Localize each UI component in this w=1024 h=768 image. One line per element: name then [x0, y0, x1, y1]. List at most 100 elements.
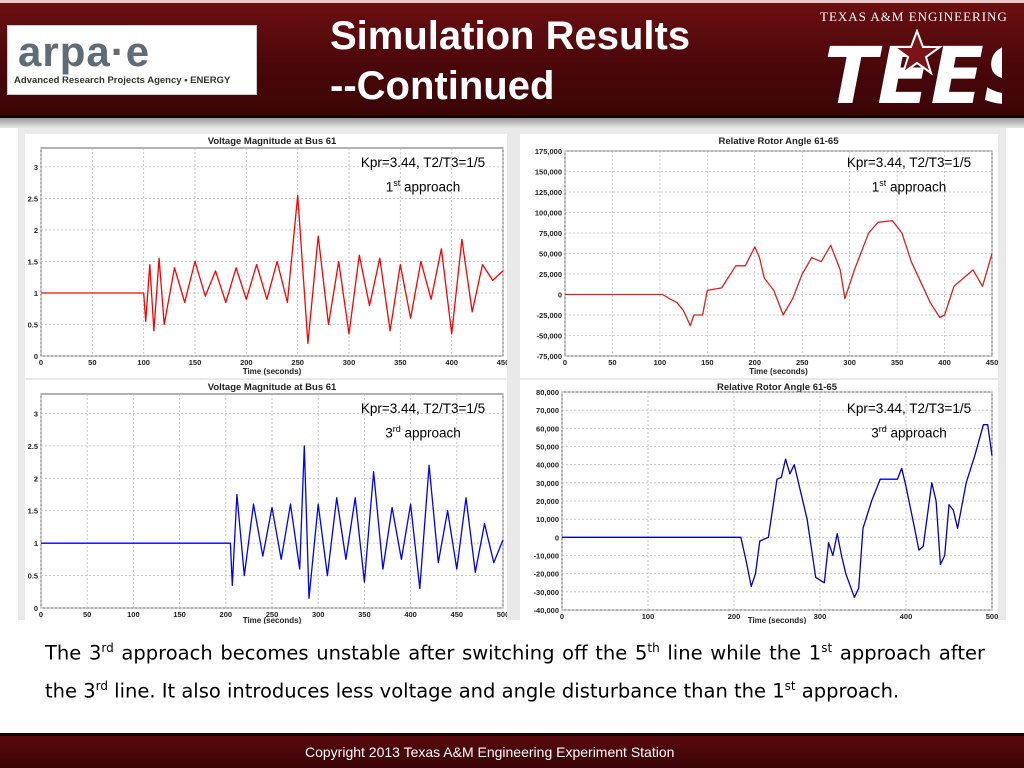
x-tick-label: 50	[88, 358, 96, 367]
x-tick-label: 100	[137, 358, 150, 367]
x-tick-label: 350	[358, 610, 371, 619]
y-tick-label: 0	[34, 604, 38, 613]
series-line	[41, 445, 504, 599]
y-tick-label: 50,000	[539, 250, 562, 259]
annotation-params: Kpr=3.44, T2/T3=1/5	[846, 401, 972, 416]
chart-title: Voltage Magnitude at Bus 61	[208, 382, 337, 393]
x-tick-label: 150	[189, 358, 202, 367]
y-tick-label: -75,000	[537, 352, 562, 361]
y-tick-label: 1	[34, 539, 38, 548]
y-tick-label: 30,000	[536, 479, 559, 488]
slide-caption: The 3rd approach becomes unstable after …	[45, 641, 985, 702]
annotation-params: Kpr=3.44, T2/T3=1/5	[360, 401, 486, 416]
footer-copyright: Copyright 2013 Texas A&M Engineering Exp…	[305, 744, 675, 760]
x-tick-label: 100	[642, 612, 655, 621]
y-tick-label: 3	[34, 163, 38, 172]
y-tick-label: 10,000	[536, 515, 559, 524]
y-tick-label: 80,000	[536, 388, 559, 397]
x-tick-label: 200	[728, 612, 741, 621]
x-axis-label: Time (seconds)	[749, 367, 808, 376]
x-tick-label: 350	[394, 358, 407, 367]
x-tick-label: 400	[445, 358, 458, 367]
x-tick-label: 0	[560, 612, 564, 621]
tees-tagline: TEXAS A&M ENGINEERING	[820, 9, 1008, 24]
y-tick-label: 70,000	[536, 406, 559, 415]
y-tick-label: 0	[34, 352, 38, 361]
x-tick-label: 250	[291, 358, 304, 367]
slide-title: Simulation Results --Continued	[330, 11, 690, 111]
chart-annotation: Kpr=3.44, T2/T3=1/5 3rd approach	[339, 399, 507, 444]
annotation-approach: 3rd approach	[871, 424, 947, 441]
chart-annotation: Kpr=3.44, T2/T3=1/5 1st approach	[824, 153, 994, 198]
annotation-approach: 3rd approach	[385, 424, 461, 441]
annotation-approach: 1st approach	[871, 178, 947, 195]
y-tick-label: -10,000	[534, 552, 559, 561]
x-tick-label: 300	[843, 358, 856, 367]
x-axis-label: Time (seconds)	[748, 616, 807, 624]
x-tick-label: 450	[451, 610, 464, 619]
header-bar: arpa·e Advanced Research Projects Agency…	[0, 0, 1024, 121]
y-tick-label: 40,000	[536, 461, 559, 470]
x-tick-label: 0	[39, 358, 43, 367]
x-tick-label: 0	[39, 610, 43, 619]
series-line	[562, 424, 993, 598]
y-tick-label: 2.5	[28, 194, 38, 203]
tees-logo: TEES	[824, 29, 1002, 109]
arpa-e-logo-wordmark: arpa·e	[18, 28, 151, 75]
chart-title: Relative Rotor Angle 61-65	[718, 136, 839, 147]
x-tick-label: 250	[266, 610, 279, 619]
chart-svg: Relative Rotor Angle 61-65 0 50 100 150 200 25…	[535, 136, 998, 376]
annotation-approach: 1st approach	[385, 178, 461, 195]
y-tick-label: -25,000	[537, 311, 562, 320]
y-tick-label: 125,000	[535, 188, 562, 197]
y-tick-label: 60,000	[536, 424, 559, 433]
y-tick-label: -30,000	[534, 588, 559, 597]
y-tick-label: -20,000	[534, 570, 559, 579]
star-icon	[890, 29, 944, 76]
slide-title-line2: --Continued	[330, 64, 555, 108]
y-tick-label: 150,000	[535, 168, 562, 177]
chart-title: Voltage Magnitude at Bus 61	[208, 136, 337, 147]
x-tick-label: 500	[986, 612, 998, 621]
x-tick-label: 300	[814, 612, 827, 621]
x-tick-label: 200	[240, 358, 253, 367]
y-tick-label: 0.5	[28, 572, 38, 581]
x-tick-label: 250	[796, 358, 809, 367]
footer-bar: Copyright 2013 Texas A&M Engineering Exp…	[0, 733, 1024, 768]
annotation-params: Kpr=3.44, T2/T3=1/5	[360, 155, 486, 170]
x-tick-label: 100	[654, 358, 667, 367]
x-tick-label: 350	[891, 358, 904, 367]
chart-voltage-3rd-approach: Voltage Magnitude at Bus 61 0 50 100 150 200 2…	[25, 380, 507, 624]
x-tick-label: 450	[986, 358, 998, 367]
x-tick-label: 150	[173, 610, 186, 619]
y-tick-label: 0	[555, 533, 559, 542]
chart-svg: Voltage Magnitude at Bus 61 0 50 100 150 200 2…	[28, 382, 507, 624]
y-tick-label: -50,000	[537, 332, 562, 341]
x-tick-label: 400	[900, 612, 913, 621]
plot-area	[561, 391, 993, 611]
chart-voltage-1st-approach: Voltage Magnitude at Bus 61 0 50 100 150 200 2…	[25, 134, 507, 378]
y-tick-label: 1	[34, 289, 38, 298]
header-shadow	[0, 118, 1024, 128]
arpa-e-logo-subtitle: Advanced Research Projects Agency • ENER…	[14, 75, 231, 86]
x-tick-label: 50	[608, 358, 616, 367]
y-tick-label: 50,000	[536, 443, 559, 452]
y-tick-label: 3	[34, 409, 38, 418]
x-tick-label: 200	[749, 358, 762, 367]
chart-svg: Relative Rotor Angle 61-65 0 100 200 300 400 5…	[534, 382, 998, 624]
y-tick-label: 175,000	[535, 147, 562, 156]
y-tick-label: 1.5	[28, 257, 38, 266]
x-tick-label: 100	[127, 610, 140, 619]
annotation-params: Kpr=3.44, T2/T3=1/5	[846, 155, 972, 170]
x-tick-label: 300	[312, 610, 325, 619]
y-tick-label: 0.5	[28, 320, 38, 329]
x-tick-label: 200	[220, 610, 233, 619]
x-axis-label: Time (seconds)	[243, 367, 302, 376]
x-tick-label: 0	[563, 358, 567, 367]
y-tick-label: 25,000	[539, 270, 562, 279]
x-tick-label: 500	[497, 610, 507, 619]
chart-svg: Voltage Magnitude at Bus 61 0 50 100 150 200 2…	[28, 136, 507, 376]
y-tick-label: 100,000	[535, 209, 562, 218]
y-tick-label: 1.5	[28, 507, 38, 516]
x-tick-label: 450	[497, 358, 507, 367]
